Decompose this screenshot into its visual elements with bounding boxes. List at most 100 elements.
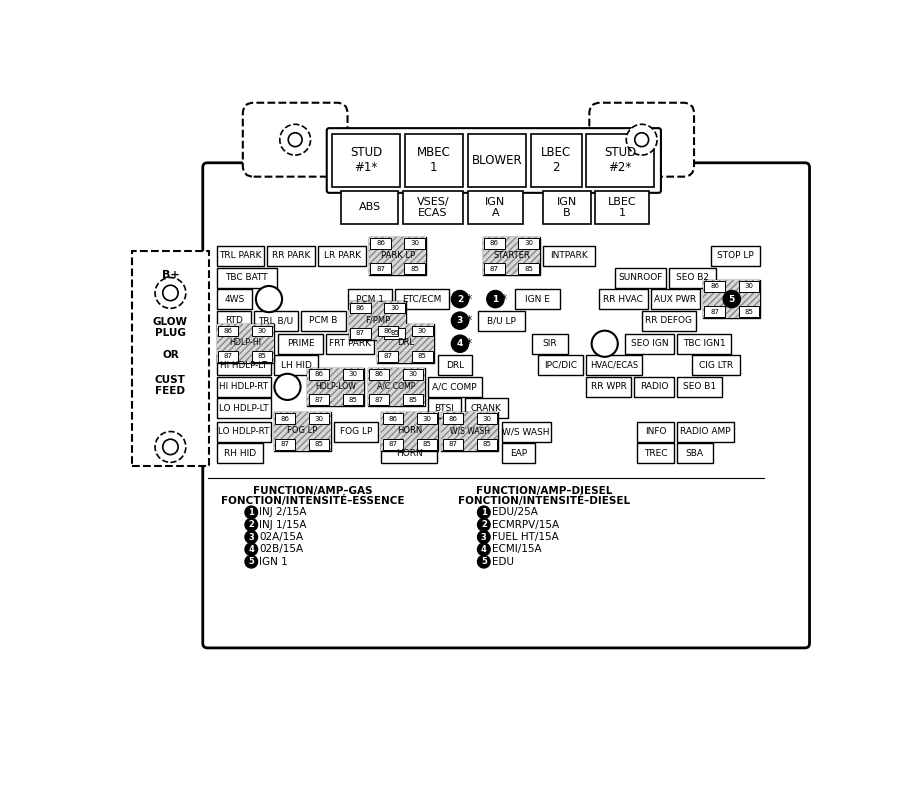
Text: 3: 3 (249, 532, 254, 542)
Circle shape (478, 519, 490, 531)
Text: *: * (465, 314, 472, 327)
Bar (350, 303, 371, 314)
Text: TBC IGN1: TBC IGN1 (683, 339, 726, 348)
Text: SBA: SBA (686, 448, 704, 458)
Text: HORN: HORN (398, 426, 422, 436)
Bar (615, 268, 666, 287)
Circle shape (245, 543, 258, 555)
Text: LBEC
1: LBEC 1 (608, 196, 637, 219)
Bar (484, 238, 505, 249)
Text: INTPARK: INTPARK (550, 252, 589, 261)
Bar (417, 413, 437, 425)
Bar (252, 326, 272, 337)
FancyBboxPatch shape (203, 163, 810, 648)
Text: 4WS: 4WS (224, 295, 244, 303)
Bar (518, 238, 539, 249)
Bar (417, 439, 437, 450)
Circle shape (245, 519, 258, 531)
Bar (332, 134, 400, 188)
Text: LO HDLP-RT: LO HDLP-RT (218, 427, 270, 436)
Text: 87: 87 (384, 353, 393, 360)
Bar (378, 351, 399, 362)
Bar (309, 439, 329, 450)
Text: TRL B/U: TRL B/U (259, 316, 293, 326)
Text: HDLP-LOW: HDLP-LOW (315, 382, 356, 390)
Bar (370, 263, 391, 274)
Text: 87: 87 (224, 353, 232, 360)
Bar (278, 333, 323, 354)
Bar (677, 333, 731, 354)
Bar (302, 310, 346, 330)
Text: SEO IGN: SEO IGN (631, 339, 668, 348)
Bar (403, 369, 423, 379)
Text: IGN
A: IGN A (485, 196, 505, 219)
Bar (478, 310, 525, 330)
Bar (377, 325, 434, 363)
Text: 85: 85 (418, 353, 427, 360)
Circle shape (280, 124, 311, 155)
Text: BLOWER: BLOWER (472, 154, 522, 167)
Text: ECMRPV/15A: ECMRPV/15A (492, 520, 558, 530)
Bar (693, 356, 740, 375)
Bar (484, 263, 505, 274)
Text: EDU: EDU (492, 557, 514, 566)
Bar (651, 289, 700, 309)
Bar (586, 356, 642, 375)
Bar (439, 356, 473, 375)
Text: LO HDLP-LT: LO HDLP-LT (218, 404, 269, 413)
Bar (642, 310, 696, 330)
Text: 2: 2 (249, 520, 254, 529)
Bar (217, 356, 271, 375)
Bar (705, 307, 725, 317)
Text: 86: 86 (314, 371, 324, 377)
Text: INJ 1/15A: INJ 1/15A (259, 520, 306, 530)
Text: 87: 87 (449, 441, 457, 447)
Text: PARK LP: PARK LP (380, 251, 415, 260)
Text: 87: 87 (281, 441, 290, 447)
Bar (677, 421, 734, 441)
Bar (515, 289, 560, 309)
Text: CUST
FEED: CUST FEED (155, 375, 186, 396)
Text: TREC: TREC (643, 448, 667, 458)
Text: 30: 30 (410, 240, 420, 246)
Bar (275, 439, 295, 450)
Bar (477, 413, 497, 425)
Bar (637, 421, 674, 441)
Circle shape (245, 555, 258, 568)
Bar (326, 333, 374, 354)
Circle shape (478, 531, 490, 543)
Bar (484, 237, 540, 275)
Text: SEO B2: SEO B2 (676, 273, 709, 282)
Text: 86: 86 (224, 328, 232, 334)
Text: SEO B1: SEO B1 (683, 383, 716, 391)
Text: ABS: ABS (359, 203, 381, 212)
Bar (518, 263, 539, 274)
Text: HORN: HORN (396, 448, 422, 458)
Text: 86: 86 (356, 305, 365, 311)
Bar (637, 443, 674, 463)
Text: CRANK: CRANK (471, 404, 502, 413)
Text: 85: 85 (258, 353, 267, 360)
Text: RADIO: RADIO (640, 383, 668, 391)
Bar (341, 191, 399, 224)
Text: HI HDLP-LT: HI HDLP-LT (220, 361, 267, 370)
Bar (334, 421, 378, 441)
Circle shape (487, 291, 504, 307)
Bar (217, 325, 273, 363)
Text: F/PMP: F/PMP (365, 315, 390, 325)
Text: IGN 1: IGN 1 (259, 557, 288, 566)
Text: HI HDLP-RT: HI HDLP-RT (219, 383, 268, 391)
Text: B/U LP: B/U LP (487, 316, 516, 326)
Text: 87: 87 (490, 265, 499, 272)
Bar (273, 413, 331, 451)
Bar (349, 302, 406, 340)
Bar (381, 443, 437, 463)
Text: LR PARK: LR PARK (324, 252, 361, 261)
Bar (403, 394, 423, 405)
Bar (217, 325, 273, 363)
Text: 85: 85 (744, 309, 753, 314)
Text: 85: 85 (348, 397, 357, 402)
Circle shape (591, 330, 618, 357)
Text: RR DEFOG: RR DEFOG (645, 316, 692, 326)
Bar (217, 268, 277, 287)
